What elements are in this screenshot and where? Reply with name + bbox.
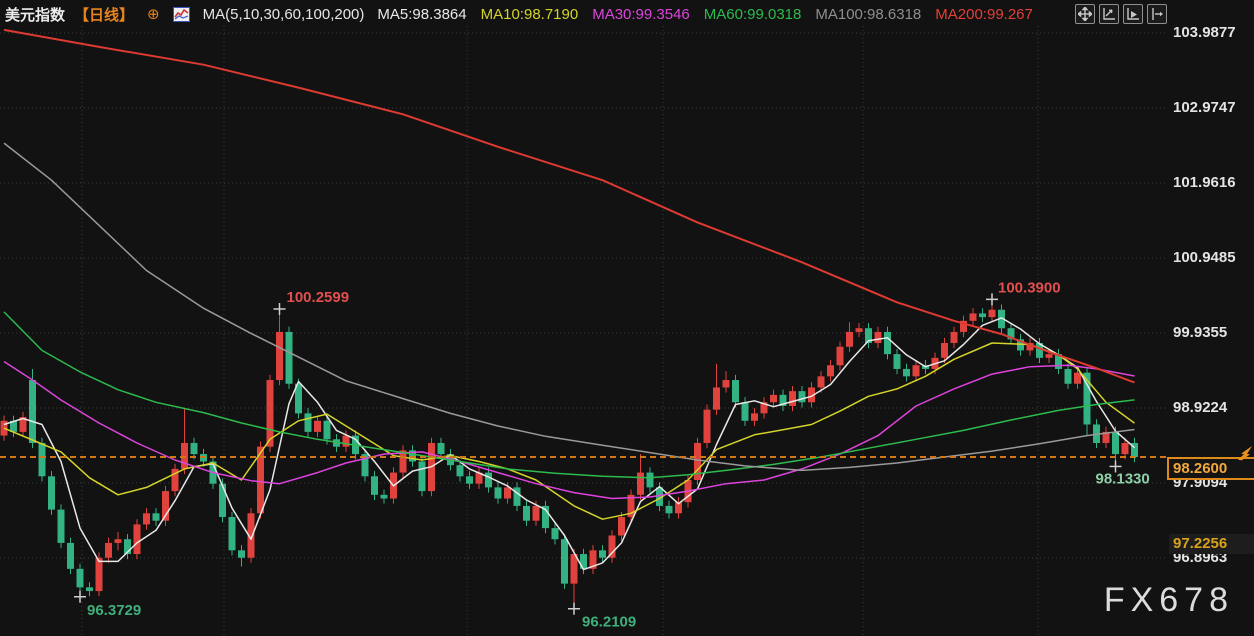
axis-tick-label-0: 103.9877 (1173, 24, 1236, 41)
watermark: FX678 (1103, 581, 1234, 619)
ma-settings-label: MA(5,10,30,60,100,200) (202, 5, 365, 23)
ma-value-3: MA60:99.0318 (703, 5, 802, 23)
axis-tick-label-5: 98.9224 (1173, 399, 1228, 416)
pan-right-icon[interactable] (1147, 4, 1167, 24)
current-price-label: 98.2600 (1167, 457, 1254, 480)
expand-icon[interactable]: ⊕ (147, 5, 160, 23)
ma-line-MA10 (3, 342, 1135, 520)
axis-scale-icon[interactable] (1099, 4, 1119, 24)
ma-line-MA100 (3, 142, 1135, 472)
axis-tick-label-2: 101.9616 (1173, 174, 1236, 191)
extreme-price-annotation: 96.2109 (582, 614, 636, 631)
ma-value-0: MA5:98.3864 (377, 5, 467, 23)
extreme-price-annotation: 100.2599 (287, 289, 350, 306)
extreme-price-annotation: 100.3900 (998, 279, 1061, 296)
chart-header: 美元指数 【日线】 ⊕ MA(5,10,30,60,100,200) MA5:9… (0, 0, 1254, 28)
axis-play-icon[interactable] (1123, 4, 1143, 24)
ma-lines (3, 28, 1135, 571)
price-axis[interactable]: 103.9877 102.9747 101.9616 100.9485 99.9355 9… (1167, 0, 1254, 636)
price-arrow-icon (1236, 444, 1254, 467)
extreme-price-annotation: 96.3729 (87, 602, 141, 619)
ma-line-MA200 (3, 28, 1135, 384)
ma-value-5: MA200:99.267 (935, 5, 1033, 23)
axis-tick-label-4: 99.9355 (1173, 324, 1228, 341)
chart-toolbar (1075, 4, 1167, 24)
instrument-title: 美元指数 (5, 6, 66, 24)
ma-value-2: MA30:99.3546 (592, 5, 690, 23)
secondary-price-label: 97.2256 (1169, 534, 1254, 554)
grid-lines (0, 26, 1167, 636)
candles (0, 299, 1138, 609)
ma-line-MA5 (3, 317, 1135, 571)
axis-tick-label-1: 102.9747 (1173, 98, 1236, 116)
ma-legend-values: MA5:98.3864 MA10:98.7190 MA30:99.3546 MA60:… (377, 6, 1032, 23)
ma-value-4: MA100:98.6318 (815, 5, 922, 23)
period-label: 【日线】 (74, 6, 135, 24)
move-icon[interactable] (1075, 4, 1095, 24)
axis-tick-label-3: 100.9485 (1173, 249, 1236, 266)
chart-type-icon[interactable] (172, 6, 190, 22)
ma-line-MA30 (3, 360, 1135, 500)
annotations: 100.2599 100.3900 96.3729 96.2109 98.1330 (74, 279, 1150, 631)
ma-line-MA60 (3, 311, 1135, 479)
ma-value-1: MA10:98.7190 (480, 5, 579, 23)
extreme-price-annotation: 98.1330 (1096, 470, 1150, 487)
